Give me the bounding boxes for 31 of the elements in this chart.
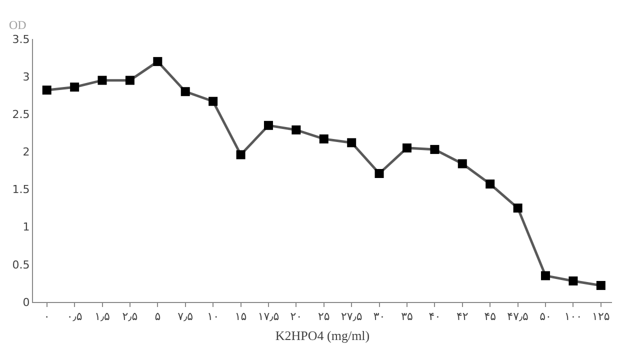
x-tick-label: ۴۲ xyxy=(456,310,468,324)
x-tick-label: ۱۷٫۵ xyxy=(258,310,280,324)
x-tick-label: ۱۵ xyxy=(234,310,247,324)
y-tick-label: 1 xyxy=(22,220,30,234)
x-tick-label: ۴۵ xyxy=(484,310,496,324)
y-tick-label: 0 xyxy=(22,296,30,309)
x-tick-label: ۳۰ xyxy=(373,310,386,324)
y-axis-title: OD xyxy=(9,18,27,32)
x-tick-label: ۲۰ xyxy=(290,310,302,324)
x-tick-label: ۱۰۰ xyxy=(564,310,582,324)
x-tick-label: ۱٫۵ xyxy=(94,310,110,324)
x-tick-label: ۲٫۵ xyxy=(122,310,138,324)
y-tick-label: 3.5 xyxy=(12,32,30,46)
x-tick-label: ۲۵ xyxy=(318,310,330,324)
x-tick-label: ۰ xyxy=(44,310,50,324)
x-tick-label: ۴۷٫۵ xyxy=(507,310,529,324)
x-tick-label: ۱۰ xyxy=(207,310,219,324)
x-tick-label: ۴۰ xyxy=(428,310,441,324)
x-tick-label: ۰٫۵ xyxy=(66,310,82,324)
y-tick-label: 2.5 xyxy=(12,108,30,121)
x-tick-label: ۵۰ xyxy=(540,310,552,324)
x-tick-label: ۲۷٫۵ xyxy=(340,310,362,324)
x-tick-label: ۷٫۵ xyxy=(178,310,194,324)
y-tick-label: 0.5 xyxy=(12,258,30,272)
x-tick-label: ۵ xyxy=(154,310,161,324)
y-tick-label: 1.5 xyxy=(12,183,30,196)
y-tick-label: 2 xyxy=(22,146,30,159)
x-tick-label: ۳۵ xyxy=(401,310,413,324)
y-tick-label: 3 xyxy=(22,70,30,84)
x-tick-label: ۱۲۵ xyxy=(592,310,610,324)
x-axis-title: K2HPO4 (mg/ml) xyxy=(275,328,370,343)
